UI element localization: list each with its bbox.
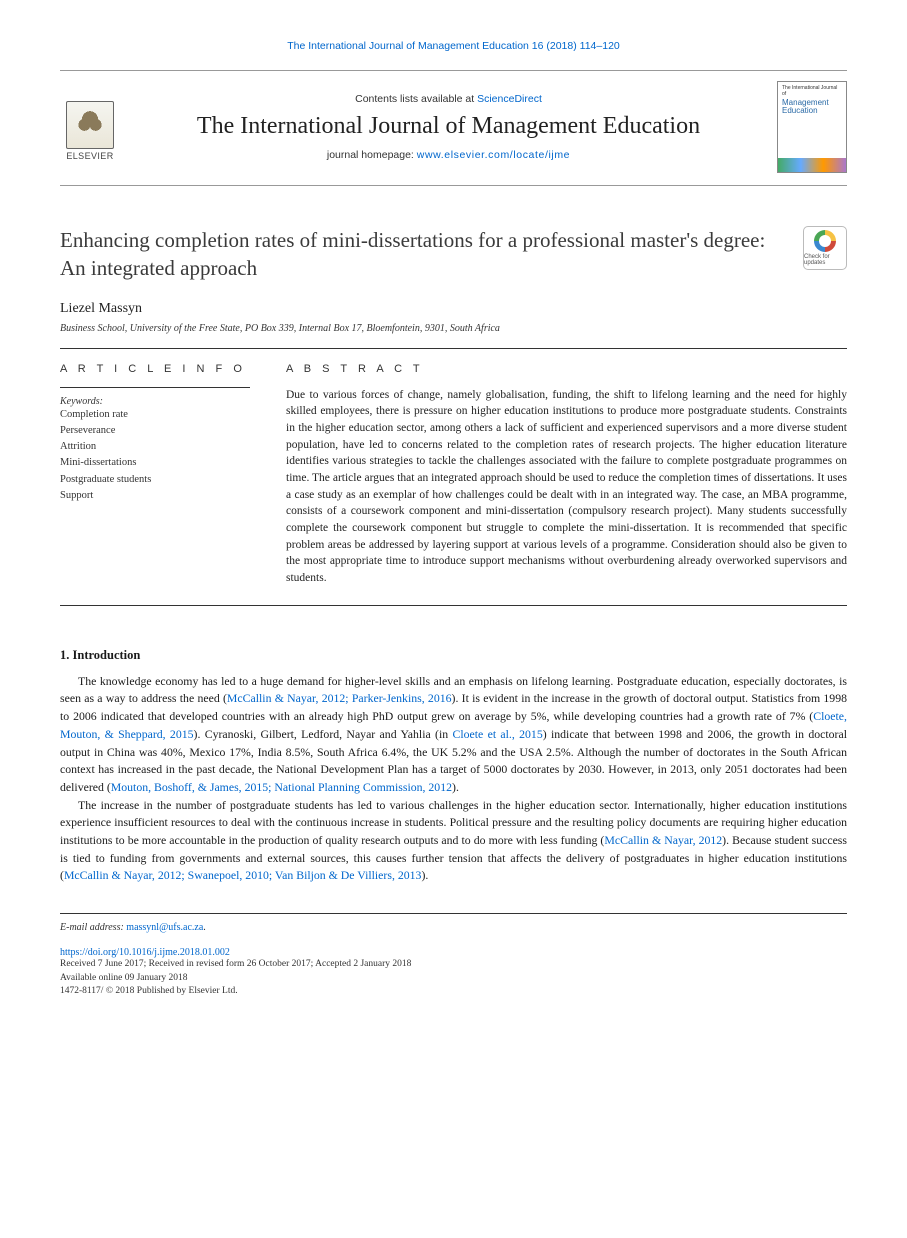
available-line: Available online 09 January 2018 <box>60 972 847 986</box>
paragraph: The knowledge economy has led to a huge … <box>60 673 847 797</box>
cover-text: The International Journal of Management … <box>778 82 846 158</box>
email-link[interactable]: massynl@ufs.ac.za <box>126 922 203 933</box>
contents-line: Contents lists available at ScienceDirec… <box>132 93 765 105</box>
copyright-line: 1472-8117/ © 2018 Published by Elsevier … <box>60 986 847 996</box>
elsevier-tree-icon <box>66 101 114 149</box>
keyword: Attrition <box>60 439 250 455</box>
text-run: ). <box>452 780 459 794</box>
citation-link[interactable]: McCallin & Nayar, 2012 <box>604 833 722 847</box>
cover-small-line: The International Journal of <box>782 86 842 97</box>
citation-link[interactable]: Mouton, Boshoff, & James, 2015; National… <box>111 780 452 794</box>
abstract-col: A B S T R A C T Due to various forces of… <box>286 363 847 587</box>
keyword: Completion rate <box>60 407 250 423</box>
article-info-col: A R T I C L E I N F O Keywords: Completi… <box>60 363 250 587</box>
article-title: Enhancing completion rates of mini-disse… <box>60 226 789 283</box>
abstract-text: Due to various forces of change, namely … <box>286 387 847 587</box>
abstract-label: A B S T R A C T <box>286 363 847 375</box>
check-updates-badge[interactable]: Check for updates <box>803 226 847 270</box>
crossmark-icon <box>814 230 836 252</box>
publisher-name: ELSEVIER <box>66 151 113 161</box>
journal-banner: ELSEVIER Contents lists available at Sci… <box>60 70 847 186</box>
banner-center: Contents lists available at ScienceDirec… <box>132 93 765 161</box>
author-name: Liezel Massyn <box>60 301 847 317</box>
keyword: Mini-dissertations <box>60 455 250 471</box>
author-affiliation: Business School, University of the Free … <box>60 323 847 334</box>
citation-link[interactable]: McCallin & Nayar, 2012; Parker-Jenkins, … <box>227 691 452 705</box>
text-run: ). <box>421 868 428 882</box>
journal-title: The International Journal of Management … <box>132 111 765 141</box>
article-info-label: A R T I C L E I N F O <box>60 363 250 375</box>
homepage-line: journal homepage: www.elsevier.com/locat… <box>132 149 765 161</box>
keyword: Perseverance <box>60 423 250 439</box>
cover-strip-icon <box>778 158 846 172</box>
keywords-head: Keywords: <box>60 387 250 407</box>
keyword: Support <box>60 488 250 504</box>
citation-link[interactable]: McCallin & Nayar, 2012; Swanepoel, 2010;… <box>64 868 422 882</box>
homepage-prefix: journal homepage: <box>327 149 417 161</box>
text-run: ). Cyranoski, Gilbert, Ledford, Nayar an… <box>194 727 453 741</box>
paragraph: The increase in the number of postgradua… <box>60 797 847 885</box>
cover-title-line: Management Education <box>782 99 842 116</box>
journal-cover-thumbnail[interactable]: The International Journal of Management … <box>777 81 847 173</box>
email-suffix: . <box>203 922 206 933</box>
section-introduction: 1. Introduction The knowledge economy ha… <box>60 648 847 885</box>
homepage-link[interactable]: www.elsevier.com/locate/ijme <box>417 149 570 161</box>
article-title-row: Enhancing completion rates of mini-disse… <box>60 226 847 283</box>
doi-link[interactable]: https://doi.org/10.1016/j.ijme.2018.01.0… <box>60 947 847 958</box>
elsevier-logo[interactable]: ELSEVIER <box>60 93 120 161</box>
contents-prefix: Contents lists available at <box>355 93 477 105</box>
footnotes: E-mail address: massynl@ufs.ac.za. https… <box>60 913 847 996</box>
info-abstract-row: A R T I C L E I N F O Keywords: Completi… <box>60 348 847 606</box>
section-heading: 1. Introduction <box>60 648 847 663</box>
received-line: Received 7 June 2017; Received in revise… <box>60 958 847 972</box>
email-label: E-mail address: <box>60 922 126 933</box>
citation-link[interactable]: Cloete et al., 2015 <box>452 727 542 741</box>
keyword: Postgraduate students <box>60 472 250 488</box>
check-updates-label: Check for updates <box>804 254 846 266</box>
running-header: The International Journal of Management … <box>60 40 847 52</box>
sciencedirect-link[interactable]: ScienceDirect <box>477 93 542 105</box>
